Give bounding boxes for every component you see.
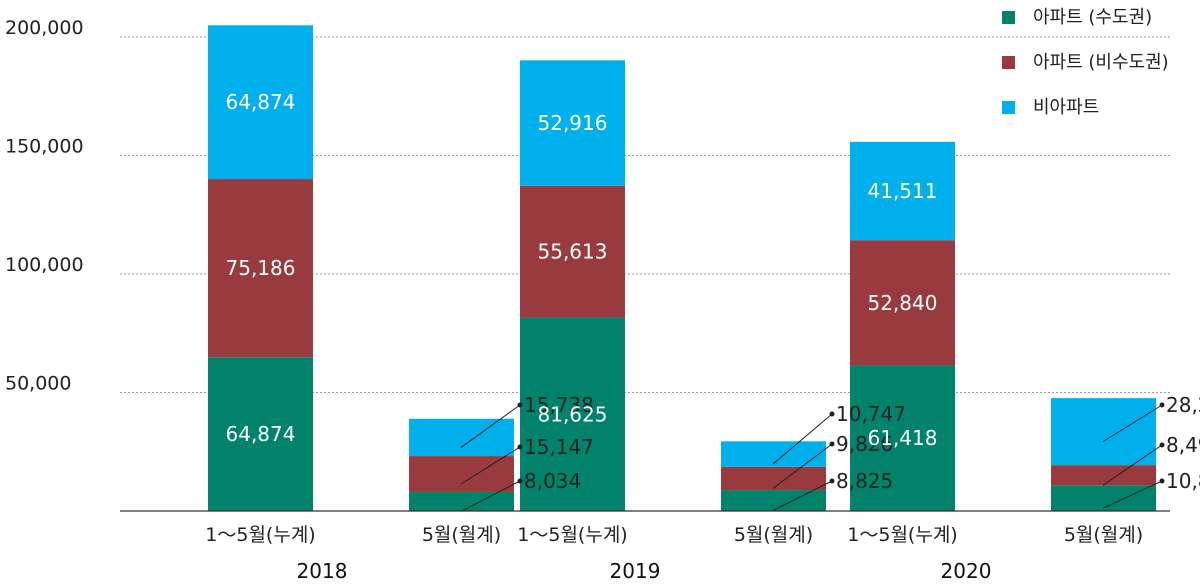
y-tick-label: 100,000 [5, 254, 84, 276]
bar-segment [1051, 465, 1156, 486]
bar-segment [409, 418, 514, 457]
legend-swatch [1002, 101, 1015, 114]
data-label: 61,418 [868, 426, 938, 450]
callout-dot [829, 478, 835, 484]
bar-segment [721, 466, 826, 491]
callout-dot [829, 441, 835, 447]
category-label: 5월(월계) [734, 524, 813, 546]
legend-label: 비아파트 [1033, 97, 1099, 118]
category-label: 1～5월(누계) [847, 524, 957, 546]
legend: 아파트 (수도권) 아파트 (비수도권) 비아파트 [1002, 7, 1169, 118]
callout-line [1102, 444, 1163, 486]
data-label: 10,848 [1166, 469, 1200, 493]
y-tick-label: 150,000 [5, 136, 84, 158]
legend-swatch [1002, 56, 1015, 69]
bar-segment [520, 60, 625, 186]
data-label: 64,874 [226, 422, 296, 446]
callout-dot [1159, 402, 1165, 408]
callout-line [1102, 404, 1163, 443]
bar-segment [208, 179, 313, 358]
callout-dot [517, 478, 523, 484]
callout-line [1102, 480, 1163, 509]
bar-segment [850, 240, 955, 366]
year-label: 2020 [941, 559, 992, 583]
legend-label: 아파트 (비수도권) [1033, 52, 1169, 73]
bar-segment [208, 357, 313, 511]
year-label: 2018 [297, 559, 348, 583]
data-label: 81,625 [538, 402, 608, 426]
data-label: 8,825 [836, 469, 893, 493]
y-axis: 50,000 100,000 150,000 200,000 [5, 17, 84, 395]
category-label: 1～5월(누계) [205, 524, 315, 546]
callout-dot [517, 402, 523, 408]
callout-line [772, 443, 833, 489]
data-label: 41,511 [868, 179, 938, 203]
data-labels: 64,874 75,186 64,874 8,034 15,147 15,73881,62… [226, 90, 1200, 512]
category-label: 5월(월계) [422, 524, 501, 546]
callout-line [772, 413, 833, 465]
data-label: 52,916 [538, 111, 608, 135]
callout-dot [1159, 478, 1165, 484]
bar-segment [721, 441, 826, 467]
data-label: 15,738 [524, 393, 594, 417]
bar-segment [850, 365, 955, 511]
category-label: 1～5월(누계) [517, 524, 627, 546]
data-label: 10,747 [836, 402, 906, 426]
x-axis: 1～5월(누계) 5월(월계) 2018 1～5월(누계) 5월(월계) 2019 1～5월… [120, 510, 1170, 583]
data-label: 15,147 [524, 435, 594, 459]
category-label: 5월(월계) [1064, 524, 1143, 546]
bar-segment [1051, 485, 1156, 511]
data-label: 52,840 [868, 291, 938, 315]
data-label: 75,186 [226, 256, 296, 280]
bar-segment [1051, 398, 1156, 466]
year-label: 2019 [610, 559, 661, 583]
data-label: 64,874 [226, 90, 296, 114]
y-tick-label: 50,000 [5, 373, 71, 395]
bar-segment [409, 456, 514, 492]
data-label: 55,613 [538, 240, 608, 264]
bars [208, 25, 1156, 511]
data-label: 28,279 [1166, 393, 1200, 417]
legend-swatch [1002, 11, 1015, 24]
callout-line [460, 480, 521, 512]
callout-line [460, 446, 521, 485]
callout-dot [517, 444, 523, 450]
bar-segment [520, 317, 625, 511]
callout-dot [829, 411, 835, 417]
data-label: 9,826 [836, 432, 893, 456]
bar-segment [409, 491, 514, 511]
bar-segment [721, 490, 826, 511]
callout-line [460, 404, 521, 448]
y-tick-label: 200,000 [5, 17, 84, 39]
legend-label: 아파트 (수도권) [1033, 7, 1152, 28]
data-label: 8,499 [1166, 433, 1200, 457]
bar-segment [850, 141, 955, 241]
gridlines [120, 36, 1170, 393]
callout-line [772, 480, 833, 511]
bar-segment [208, 25, 313, 180]
data-label: 8,034 [524, 469, 581, 493]
callout-dot [1159, 442, 1165, 448]
bar-segment [520, 185, 625, 318]
